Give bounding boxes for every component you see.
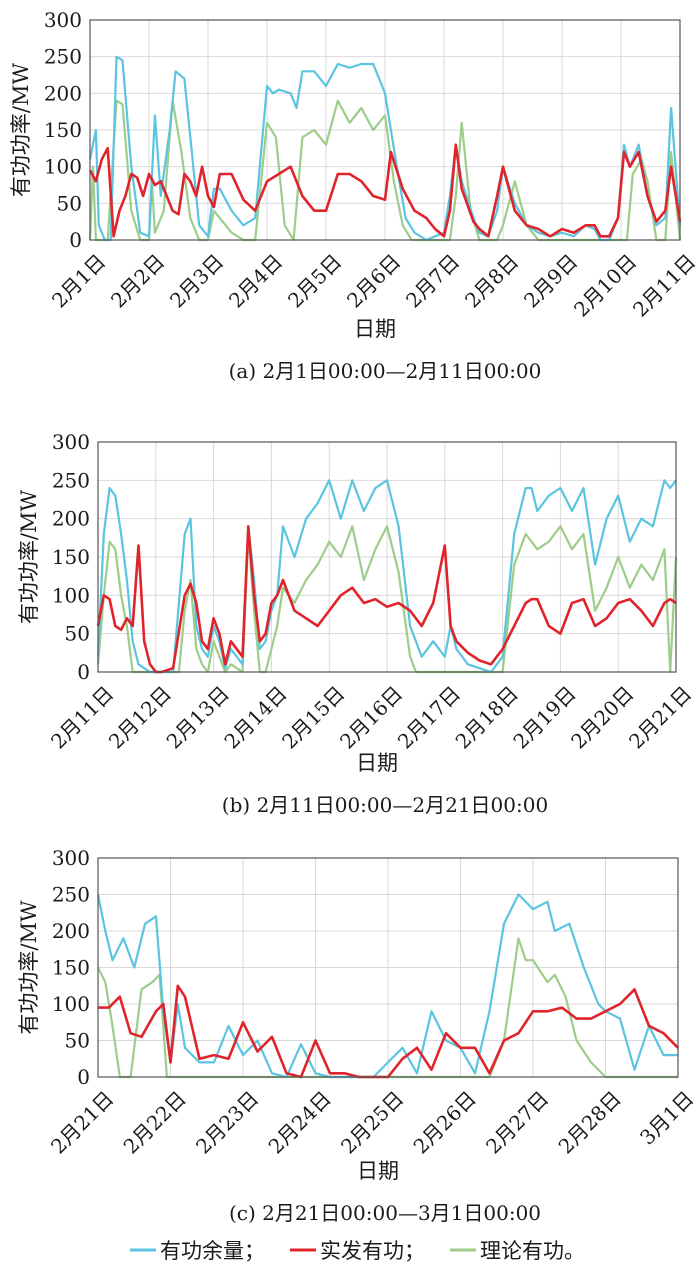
y-tick-label: 200	[52, 507, 90, 531]
x-tick-label: 2月18日	[451, 681, 523, 753]
y-tick-label: 50	[65, 622, 90, 646]
panel-caption: (c) 2月21日00:00—3月1日00:00	[229, 1201, 541, 1225]
x-tick-label: 2月3日	[165, 249, 228, 312]
y-tick-label: 0	[69, 228, 82, 252]
legend-label: 理论有功。	[480, 1239, 585, 1263]
y-tick-label: 250	[52, 468, 90, 492]
x-tick-label: 2月12日	[104, 681, 176, 753]
x-tick-label: 2月13日	[162, 681, 234, 753]
y-tick-label: 300	[52, 846, 90, 870]
x-tick-label: 2月11日	[46, 681, 118, 753]
series-line-surplus	[88, 55, 682, 242]
plot-frame	[97, 857, 679, 1078]
y-tick-label: 100	[44, 155, 82, 179]
y-tick-label: 50	[57, 191, 82, 215]
x-tick-label: 2月1日	[47, 249, 110, 312]
y-tick-label: 100	[52, 992, 90, 1016]
y-tick-label: 200	[44, 81, 82, 105]
x-tick-label: 2月2日	[106, 249, 169, 312]
y-tick-label: 0	[77, 660, 90, 684]
y-tick-label: 150	[52, 545, 90, 569]
y-tick-label: 100	[52, 583, 90, 607]
x-tick-label: 2月23日	[191, 1086, 263, 1158]
chart-panel-2: 0501001502002503002月11日2月12日2月13日2月14日2月…	[17, 430, 696, 817]
x-tick-label: 2月6日	[342, 249, 405, 312]
x-tick-label: 2月22日	[119, 1086, 191, 1158]
x-tick-label: 2月10日	[569, 249, 641, 321]
x-tick-label: 2月28日	[554, 1086, 626, 1158]
y-tick-label: 300	[52, 430, 90, 454]
x-axis-title: 日期	[354, 317, 396, 341]
x-tick-label: 2月21日	[624, 681, 696, 753]
x-tick-label: 2月11日	[628, 249, 700, 321]
x-tick-label: 2月4日	[224, 249, 287, 312]
y-tick-label: 0	[77, 1065, 90, 1089]
chart-panel-1: 0501001502002503002月1日2月2日2月3日2月4日2月5日2月…	[9, 8, 700, 383]
panel-caption: (b) 2月11日00:00—2月21日00:00	[222, 793, 548, 817]
y-tick-label: 250	[44, 45, 82, 69]
x-axis-title: 日期	[357, 1159, 399, 1183]
x-tick-label: 2月20日	[566, 681, 638, 753]
legend-label: 实发有功；	[320, 1239, 425, 1263]
y-tick-label: 250	[52, 883, 90, 907]
x-tick-label: 2月27日	[481, 1086, 553, 1158]
x-tick-label: 3月1日	[635, 1086, 698, 1149]
y-tick-label: 200	[52, 919, 90, 943]
x-tick-label: 2月15日	[277, 681, 349, 753]
x-tick-label: 2月19日	[508, 681, 580, 753]
x-tick-label: 2月24日	[264, 1086, 336, 1158]
x-axis-title: 日期	[356, 751, 398, 775]
x-tick-label: 2月21日	[46, 1086, 118, 1158]
y-axis-title: 有功功率/MW	[17, 490, 41, 625]
x-tick-label: 2月8日	[460, 249, 523, 312]
plot-frame	[97, 441, 677, 673]
panel-caption: (a) 2月1日00:00—2月11日00:00	[229, 359, 542, 383]
x-tick-label: 2月26日	[409, 1086, 481, 1158]
x-tick-label: 2月7日	[401, 249, 464, 312]
x-tick-label: 2月5日	[283, 249, 346, 312]
x-tick-label: 2月14日	[219, 681, 291, 753]
legend-label: 有功余量；	[160, 1239, 265, 1263]
x-tick-label: 2月25日	[336, 1086, 408, 1158]
x-tick-label: 2月16日	[335, 681, 407, 753]
y-axis-title: 有功功率/MW	[9, 63, 33, 198]
x-tick-label: 2月17日	[393, 681, 465, 753]
plot-frame	[89, 19, 681, 241]
y-tick-label: 150	[52, 956, 90, 980]
legend: 有功余量； 实发有功； 理论有功。	[130, 1239, 585, 1263]
y-axis-title: 有功功率/MW	[17, 900, 41, 1035]
y-tick-label: 150	[44, 118, 82, 142]
y-tick-label: 300	[44, 8, 82, 32]
y-tick-label: 50	[65, 1029, 90, 1053]
series-line-actual	[88, 143, 682, 238]
